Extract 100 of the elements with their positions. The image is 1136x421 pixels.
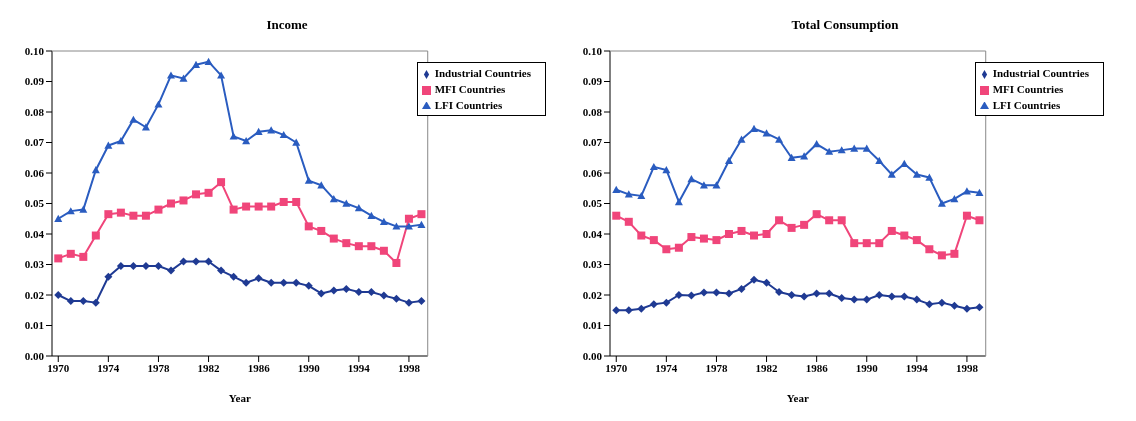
point [91, 165, 100, 174]
x-tick-label: 1970 [47, 361, 70, 374]
point [837, 216, 846, 225]
point [724, 230, 733, 238]
point [712, 181, 721, 189]
point [379, 291, 388, 300]
point [637, 231, 646, 240]
point [104, 141, 113, 149]
point [862, 239, 871, 248]
point [342, 284, 351, 293]
point [267, 202, 276, 211]
point [229, 205, 238, 214]
point [950, 301, 959, 310]
x-tick-label: 1990 [297, 361, 321, 374]
point [674, 197, 683, 206]
point [229, 272, 238, 281]
point [279, 278, 288, 287]
point [104, 210, 113, 219]
point [900, 292, 909, 301]
point [179, 74, 188, 82]
y-tick-label: 0.04 [582, 227, 603, 240]
point [367, 287, 376, 296]
point [154, 205, 163, 214]
point [875, 239, 884, 248]
point [342, 199, 351, 207]
point [862, 144, 871, 152]
point [129, 262, 138, 271]
point [775, 135, 784, 143]
legend-label: Industrial Countries [434, 67, 531, 79]
point [812, 289, 821, 298]
x-tick-label: 1994 [905, 361, 929, 374]
point [192, 190, 201, 199]
point [900, 159, 909, 168]
point [687, 291, 696, 300]
point [737, 135, 746, 143]
point [254, 127, 263, 136]
point [837, 294, 846, 303]
point [292, 197, 301, 206]
point [912, 295, 921, 304]
point [417, 297, 426, 306]
point [204, 257, 213, 266]
point [392, 258, 401, 267]
point [687, 175, 696, 183]
point [66, 249, 75, 258]
legend-label: MFI Countries [992, 83, 1064, 95]
point [937, 199, 946, 207]
point [775, 287, 784, 296]
point [254, 274, 263, 283]
point [79, 205, 88, 213]
point [887, 226, 896, 235]
point [367, 211, 376, 219]
point [304, 176, 313, 184]
point [279, 197, 288, 206]
x-tick-label: 1986 [805, 361, 829, 374]
point [329, 194, 338, 203]
point [850, 144, 859, 152]
point [392, 294, 401, 303]
point [825, 216, 834, 225]
point [166, 71, 175, 79]
point [762, 230, 771, 238]
point [662, 245, 671, 254]
y-tick-label: 0.05 [24, 197, 45, 210]
x-tick-label: 1978 [705, 361, 728, 374]
point [91, 298, 100, 307]
point [750, 124, 759, 132]
point [404, 222, 413, 230]
point [800, 220, 809, 229]
point [166, 266, 175, 275]
y-tick-label: 0.04 [24, 227, 45, 240]
point [54, 254, 63, 263]
point [762, 278, 771, 287]
point [775, 216, 784, 225]
point [116, 262, 125, 271]
point [179, 196, 188, 205]
point [624, 217, 633, 226]
point [329, 286, 338, 295]
point [304, 222, 313, 231]
legend-label: LFI Countries [434, 99, 503, 111]
point [812, 210, 821, 219]
x-tick-label: 1994 [347, 361, 371, 374]
y-tick-label: 0.09 [582, 75, 603, 88]
point [925, 245, 934, 254]
point [825, 147, 834, 155]
point [292, 278, 301, 287]
point [342, 239, 351, 248]
y-tick-label: 0.02 [24, 288, 45, 301]
point [279, 130, 288, 139]
point [242, 278, 251, 287]
point [887, 292, 896, 301]
point [837, 146, 846, 154]
point [687, 233, 696, 242]
point [179, 257, 188, 266]
point [787, 223, 796, 232]
x-axis-title: Year [786, 392, 809, 404]
point [104, 272, 113, 281]
point [192, 60, 201, 68]
y-tick-label: 0.08 [24, 105, 45, 118]
point [712, 236, 721, 245]
point [925, 300, 934, 309]
point [91, 231, 100, 240]
